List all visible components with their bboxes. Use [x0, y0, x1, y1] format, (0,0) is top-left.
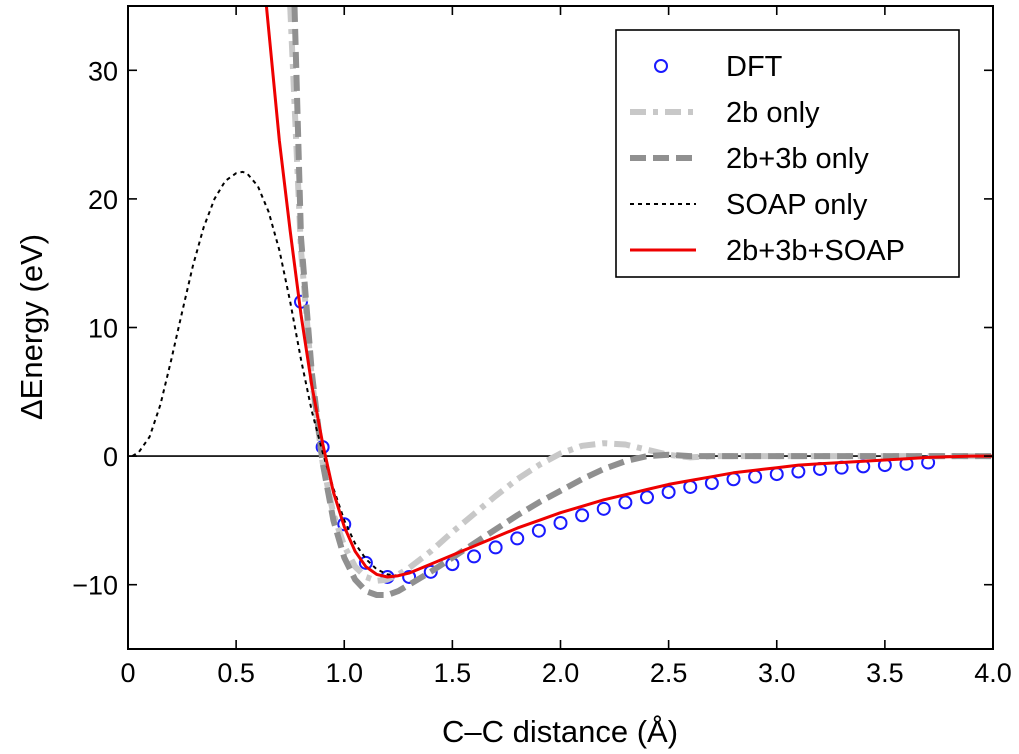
x-tick-label: 0.5: [217, 658, 255, 688]
legend: DFT 2b only 2b+3b only SOAP only 2b+3b+SOAP: [615, 29, 960, 278]
legend-label-soap-only: SOAP only: [726, 189, 868, 221]
dft-point: [596, 501, 611, 516]
dft-point: [618, 495, 633, 510]
ticks-layer: 0 0.5 1.0 1.5 2.0 2.5 3.0 3.5 4.0 −10 0 10 20 30: [72, 6, 1012, 688]
y-tick-label: 0: [103, 442, 118, 472]
series-line-2b-only: [287, 6, 993, 584]
legend-marker-dft: [654, 59, 668, 73]
x-tick-label: 3.5: [866, 658, 904, 688]
plot-frame: [127, 5, 994, 650]
dft-point: [488, 540, 503, 555]
x-tick-label: 1.5: [434, 658, 472, 688]
y-axis-label: ΔEnergy (eV): [14, 234, 49, 420]
dft-point: [423, 564, 438, 579]
series-layer: [131, 6, 993, 598]
x-tick-label: 4.0: [974, 658, 1012, 688]
y-tick-label: 20: [88, 185, 118, 215]
dft-point: [358, 555, 373, 570]
legend-label-2b-3b-only: 2b+3b only: [726, 143, 869, 175]
y-tick-label: −10: [72, 571, 118, 601]
dft-point: [661, 485, 676, 500]
x-tick-label: 2.0: [542, 658, 580, 688]
y-tick-label: 10: [88, 314, 118, 344]
dft-point: [531, 523, 546, 538]
series-line-soap-only: [131, 170, 399, 577]
x-tick-label: 0: [120, 658, 135, 688]
x-tick-label: 1.0: [325, 658, 363, 688]
dft-point: [402, 569, 417, 584]
dft-point: [575, 508, 590, 523]
dft-point: [640, 490, 654, 505]
x-tick-label: 2.5: [650, 658, 688, 688]
x-axis-label: C–C distance (Å): [442, 714, 678, 749]
legend-label-2b-only: 2b only: [726, 97, 820, 129]
legend-label-dft: DFT: [726, 51, 783, 83]
legend-label-2b-3b-soap: 2b+3b+SOAP: [726, 235, 905, 267]
series-line-2b-3b-only: [291, 6, 993, 598]
legend-box: [615, 29, 960, 278]
dft-point: [553, 515, 568, 530]
dft-point: [510, 531, 525, 546]
dft-point: [467, 549, 481, 564]
x-tick-label: 3.0: [758, 658, 796, 688]
series-line-2b-3b-soap: [264, 6, 993, 579]
y-tick-label: 30: [88, 56, 118, 86]
